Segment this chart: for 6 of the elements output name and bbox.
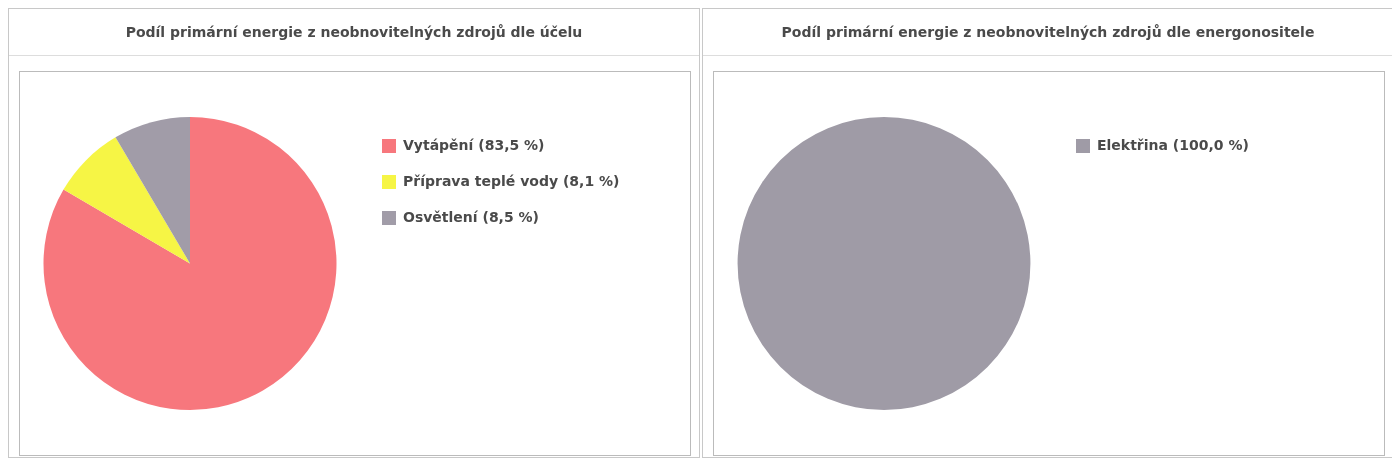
legend-label: Příprava teplé vody (8,1 %): [403, 172, 620, 189]
chart-title: Podíl primární energie z neobnovitelných zdrojů dle energonositele: [703, 9, 1392, 56]
legend-label: Vytápění (83,5 %): [403, 136, 545, 153]
legend-label: Osvětlení (8,5 %): [403, 208, 539, 225]
legend-label: Elektřina (100,0 %): [1097, 136, 1249, 153]
chart-title: Podíl primární energie z neobnovitelných zdrojů dle účelu: [9, 9, 699, 56]
